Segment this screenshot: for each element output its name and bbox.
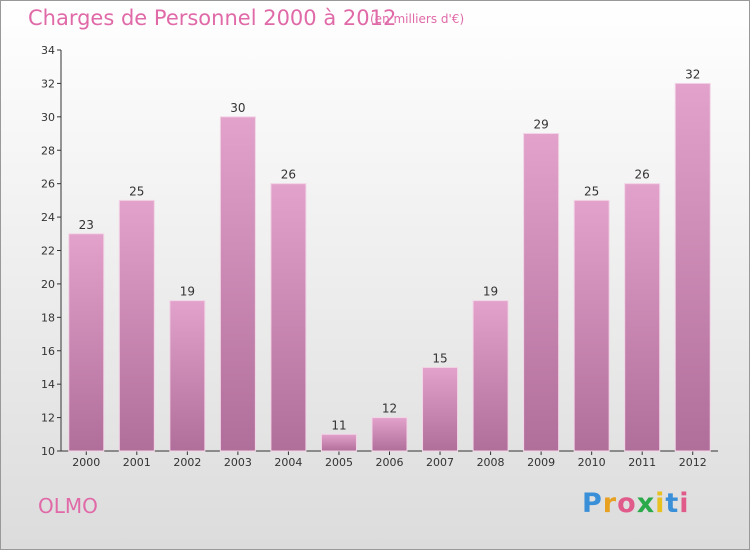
bar-2008 [472, 300, 509, 452]
x-tick-label-2010: 2010 [578, 456, 606, 469]
value-label-2000: 23 [79, 218, 94, 232]
y-tick-label: 18 [41, 311, 55, 324]
x-tick-label-2003: 2003 [224, 456, 252, 469]
value-label-2005: 11 [331, 418, 346, 432]
y-tick-label: 24 [41, 211, 55, 224]
bar-2007 [422, 366, 459, 452]
value-label-2011: 26 [635, 168, 650, 182]
logo-letter: r [602, 488, 618, 519]
x-tick-label-2000: 2000 [72, 456, 100, 469]
x-tick-label-2012: 2012 [679, 456, 707, 469]
y-tick-label: 22 [41, 245, 55, 258]
chart-subtitle: (en milliers d'€) [370, 12, 465, 26]
value-label-2006: 12 [382, 402, 397, 416]
logo-letter: x [636, 488, 656, 519]
logo-letter: i [679, 488, 690, 519]
x-tick-label-2007: 2007 [426, 456, 454, 469]
bar-2006 [371, 417, 408, 452]
y-tick-label: 10 [41, 445, 55, 458]
value-label-2001: 25 [129, 184, 144, 198]
bar-2002 [169, 300, 206, 452]
value-label-2008: 19 [483, 285, 498, 299]
y-tick-label: 26 [41, 178, 55, 191]
x-tick-label-2006: 2006 [376, 456, 404, 469]
y-tick-label: 32 [41, 77, 55, 90]
logo-letter: i [655, 488, 666, 519]
y-tick-label: 16 [41, 345, 55, 358]
value-label-2002: 19 [180, 285, 195, 299]
logo-letter: t [665, 488, 680, 519]
bar-2012 [674, 82, 711, 452]
chart-title: Charges de Personnel 2000 à 2012 [28, 6, 397, 30]
bar-2005 [320, 433, 357, 452]
bar-2001 [118, 199, 155, 452]
y-tick-label: 30 [41, 111, 55, 124]
logo-letter: o [617, 488, 637, 519]
y-tick-label: 28 [41, 144, 55, 157]
x-tick-label-2005: 2005 [325, 456, 353, 469]
x-tick-label-2001: 2001 [123, 456, 151, 469]
value-label-2010: 25 [584, 184, 599, 198]
bar-2003 [219, 116, 256, 452]
x-tick-label-2002: 2002 [173, 456, 201, 469]
value-label-2007: 15 [432, 351, 447, 365]
x-tick-label-2011: 2011 [628, 456, 656, 469]
x-tick-label-2009: 2009 [527, 456, 555, 469]
proxiti-logo[interactable]: Proxiti [582, 488, 690, 519]
value-label-2004: 26 [281, 168, 296, 182]
y-tick-label: 34 [41, 44, 55, 57]
place-name: OLMO [38, 494, 98, 518]
y-tick-label: 14 [41, 378, 55, 391]
logo-letter: P [582, 488, 603, 519]
x-tick-label-2004: 2004 [274, 456, 302, 469]
bar-2004 [270, 183, 307, 452]
y-tick-label: 12 [41, 412, 55, 425]
bar-2011 [624, 183, 661, 452]
y-tick-label: 20 [41, 278, 55, 291]
value-label-2012: 32 [685, 67, 700, 81]
value-label-2009: 29 [533, 118, 548, 132]
bar-2000 [68, 233, 105, 452]
value-label-2003: 30 [230, 101, 245, 115]
x-tick-label-2008: 2008 [477, 456, 505, 469]
bar-2010 [573, 199, 610, 452]
bar-2009 [523, 133, 560, 452]
